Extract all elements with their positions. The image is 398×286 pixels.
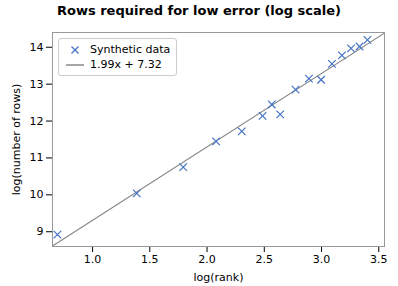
svg-text:log(rank): log(rank) <box>194 271 244 284</box>
html-text:1.99x + 7.32: 1.99x + 7.32 <box>90 58 162 71</box>
svg-text:14: 14 <box>30 41 44 54</box>
svg-text:11: 11 <box>30 151 44 164</box>
svg-text:2.5: 2.5 <box>256 253 274 266</box>
svg-text:12: 12 <box>30 115 44 128</box>
svg-text:1.5: 1.5 <box>141 253 159 266</box>
svg-text:9: 9 <box>37 225 44 238</box>
svg-text:3.5: 3.5 <box>370 253 388 266</box>
html-text:Synthetic data: Synthetic data <box>90 43 171 56</box>
svg-text:13: 13 <box>30 78 44 91</box>
svg-text:2.0: 2.0 <box>198 253 216 266</box>
svg-text:10: 10 <box>30 188 44 201</box>
svg-text:log(number of rows): log(number of rows) <box>10 84 23 196</box>
svg-text:3.0: 3.0 <box>313 253 331 266</box>
svg-text:1.0: 1.0 <box>84 253 102 266</box>
html-text:Rows required for low error (l: Rows required for low error (log scale) <box>57 3 341 18</box>
